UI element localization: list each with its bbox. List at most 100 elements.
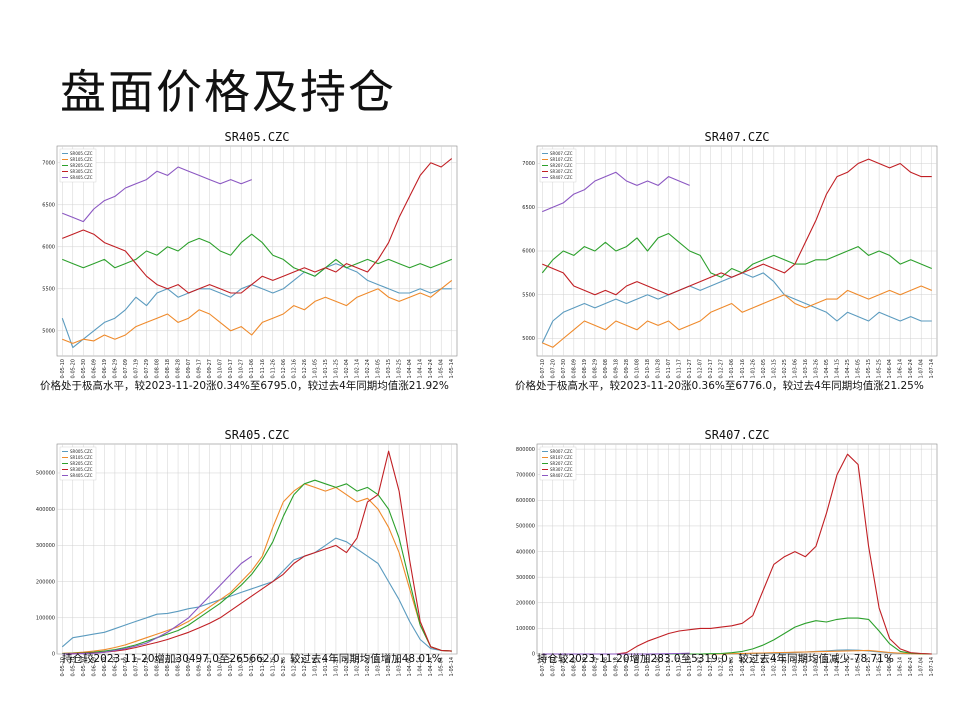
x-tick-label: 0-11-06 <box>249 657 255 677</box>
x-tick-label: 0-10-28 <box>656 359 662 379</box>
chart-title: SR407.CZC <box>704 428 769 442</box>
legend-entry: SR305.CZC <box>70 467 93 472</box>
plot-area <box>536 443 938 655</box>
x-tick-label: 1-04-05 <box>824 657 830 677</box>
x-tick-label: 1-07-14 <box>929 657 935 677</box>
x-tick-label: 1-01-25 <box>333 359 339 379</box>
x-tick-label: 0-06-29 <box>112 657 118 677</box>
x-tick-label: 0-11-16 <box>260 359 266 379</box>
caption-oi-sr405: 持仓较2023-11-20增加30497.0至265662.0，较过去4年同期均… <box>62 653 442 665</box>
y-tick-label: 200000 <box>36 579 55 585</box>
x-tick-label: 0-10-08 <box>635 657 641 677</box>
x-tick-label: 0-12-26 <box>302 657 308 677</box>
caption-oi-sr407: 持仓较2023-11-20增加283.0至5319.0，较过去4年同期均值减少-… <box>537 653 894 665</box>
legend-entry: SR307.CZC <box>550 169 573 174</box>
x-tick-label: 1-03-26 <box>813 657 819 677</box>
y-tick-label: 6500 <box>522 205 535 211</box>
series-line <box>62 158 453 294</box>
x-tick-label: 0-07-30 <box>561 657 567 677</box>
y-tick-label: 5000 <box>42 329 55 335</box>
x-tick-label: 0-07-29 <box>144 359 150 379</box>
x-tick-label: 1-04-25 <box>845 359 851 379</box>
x-tick-label: 0-11-27 <box>687 359 693 379</box>
x-tick-label: 1-04-15 <box>835 657 841 677</box>
y-tick-label: 100000 <box>516 626 535 632</box>
x-tick-label: 0-12-17 <box>708 657 714 677</box>
plot-area <box>56 145 458 357</box>
x-tick-label: 0-09-28 <box>624 359 630 379</box>
x-tick-label: 0-06-19 <box>102 359 108 379</box>
legend-entry: SR005.CZC <box>70 151 93 156</box>
x-tick-label: 0-07-09 <box>123 359 129 379</box>
x-tick-label: 1-05-05 <box>856 657 862 677</box>
x-tick-label: 0-11-06 <box>249 359 255 379</box>
x-tick-label: 0-12-16 <box>291 359 297 379</box>
caption-price-sr405: 价格处于极高水平，较2023-11-20涨0.34%至6795.0，较过去4年同… <box>40 380 449 392</box>
chart-title: SR405.CZC <box>224 130 289 144</box>
series-line <box>542 158 932 296</box>
x-tick-label: 0-09-08 <box>603 359 609 379</box>
x-tick-label: 0-12-07 <box>698 657 704 677</box>
x-tick-label: 0-10-27 <box>239 359 245 379</box>
legend-entry: SR107.CZC <box>550 455 573 460</box>
x-tick-label: 1-02-14 <box>355 359 361 379</box>
y-tick-label: 300000 <box>516 575 535 581</box>
x-tick-label: 0-12-06 <box>281 657 287 677</box>
y-tick-label: 6000 <box>42 245 55 251</box>
x-tick-label: 1-04-24 <box>428 359 434 379</box>
x-tick-label: 0-11-16 <box>260 657 266 677</box>
x-tick-label: 0-06-09 <box>91 657 97 677</box>
x-tick-label: 1-02-15 <box>771 657 777 677</box>
legend-entry: SR005.CZC <box>70 449 93 454</box>
x-tick-label: 1-02-15 <box>771 359 777 379</box>
y-tick-label: 5500 <box>42 287 55 293</box>
legend-entry: SR207.CZC <box>550 163 573 168</box>
x-tick-label: 0-07-29 <box>144 657 150 677</box>
x-tick-label: 1-02-24 <box>365 359 371 379</box>
series-line <box>62 279 453 344</box>
x-tick-label: 0-08-19 <box>582 359 588 379</box>
x-tick-label: 1-03-16 <box>803 359 809 379</box>
x-tick-label: 1-03-06 <box>792 657 798 677</box>
y-tick-label: 300000 <box>36 543 55 549</box>
y-tick-label: 400000 <box>516 549 535 555</box>
x-tick-label: 0-07-20 <box>550 359 556 379</box>
x-tick-label: 1-03-06 <box>792 359 798 379</box>
x-tick-label: 1-04-05 <box>824 359 830 379</box>
plot-area <box>56 443 458 655</box>
x-tick-label: 1-03-15 <box>386 657 392 677</box>
y-tick-label: 200000 <box>516 600 535 606</box>
chart-price-sr407: SR407.CZC 0-07-10 0-07-20 0-07-30 0-08-09 0-0… <box>522 130 938 379</box>
x-tick-label: 0-08-28 <box>176 359 182 379</box>
legend-entry: SR207.CZC <box>550 461 573 466</box>
x-tick-label: 0-11-07 <box>666 657 672 677</box>
legend-entry: SR205.CZC <box>70 461 93 466</box>
x-tick-label: 0-08-18 <box>165 657 171 677</box>
x-tick-label: 0-12-06 <box>281 359 287 379</box>
series-line <box>62 483 452 654</box>
x-tick-label: 1-01-15 <box>323 657 329 677</box>
x-tick-label: 0-09-08 <box>603 657 609 677</box>
x-tick-label: 1-03-05 <box>376 657 382 677</box>
x-tick-label: 0-11-26 <box>270 657 276 677</box>
x-tick-label: 1-06-04 <box>887 359 893 379</box>
x-tick-label: 0-09-27 <box>207 359 213 379</box>
x-tick-label: 0-05-10 <box>60 657 66 677</box>
legend-entry: SR107.CZC <box>550 157 573 162</box>
x-tick-label: 1-02-25 <box>782 657 788 677</box>
y-tick-label: 0 <box>532 652 535 658</box>
x-tick-label: 0-07-19 <box>133 657 139 677</box>
x-tick-label: 1-05-25 <box>877 657 883 677</box>
x-tick-label: 1-02-14 <box>355 657 361 677</box>
x-tick-label: 0-09-17 <box>197 657 203 677</box>
x-tick-label: 1-01-05 <box>312 657 318 677</box>
x-tick-label: 0-08-08 <box>155 657 161 677</box>
x-tick-label: 0-09-28 <box>624 657 630 677</box>
x-tick-label: 1-05-15 <box>866 657 872 677</box>
x-tick-label: 0-09-17 <box>197 359 203 379</box>
x-tick-label: 0-06-29 <box>112 359 118 379</box>
x-tick-label: 1-04-04 <box>407 657 413 677</box>
x-tick-label: 0-07-10 <box>540 359 546 379</box>
x-tick-label: 0-07-10 <box>540 657 546 677</box>
legend-entry: SR007.CZC <box>550 151 573 156</box>
